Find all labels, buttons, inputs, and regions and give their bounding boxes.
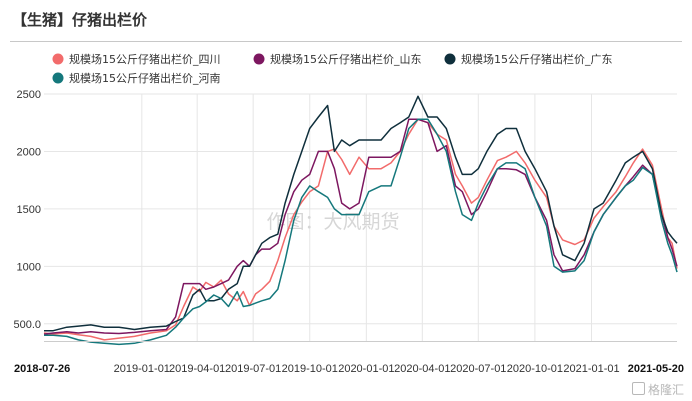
series-line-2 <box>43 118 678 335</box>
chart-title: 【生猪】仔猪出栏价 <box>12 11 148 29</box>
grid-lines <box>44 93 677 341</box>
watermark: 作图：大风期货 <box>266 211 399 233</box>
x-tick-label: 2020-01-01 <box>338 363 394 375</box>
legend-marker-4 <box>52 72 64 84</box>
series-lines <box>43 95 678 346</box>
x-tick-label: 2018-07-26 <box>14 363 70 375</box>
x-tick-label: 2020-10-01 <box>507 363 563 375</box>
legend-label-1: 规模场15公斤仔猪出栏价_四川 <box>69 52 221 66</box>
y-tick-label: 500.0 <box>13 319 41 331</box>
legend: 规模场15公斤仔猪出栏价_四川 规模场15公斤仔猪出栏价_山东 规模场15公斤仔猪出… <box>52 52 613 85</box>
brand-logo: 格隆汇 <box>631 381 684 398</box>
series-line-1 <box>43 118 678 341</box>
x-tick-label: 2019-10-01 <box>282 363 338 375</box>
x-tick-label: 2021-01-01 <box>563 363 619 375</box>
x-tick-label: 2020-04-01 <box>394 363 450 375</box>
series-line-4 <box>44 118 678 346</box>
series-line-3 <box>44 95 678 332</box>
title-divider <box>10 41 682 42</box>
legend-label-4: 规模场15公斤仔猪出栏价_河南 <box>69 71 221 85</box>
x-tick-label: 2019-01-01 <box>114 363 170 375</box>
legend-marker-1 <box>52 53 64 65</box>
axes: 500.0 1000 1500 2000 2500 2018-07-26 2019-01-0… <box>13 89 684 375</box>
x-tick-label: 2021-05-20 <box>628 363 684 375</box>
x-tick-label: 2019-04-01 <box>169 363 225 375</box>
legend-marker-3 <box>444 53 456 65</box>
y-tick-label: 1000 <box>17 261 41 273</box>
x-tick-label: 2020-07-01 <box>450 363 506 375</box>
legend-marker-2 <box>253 53 265 65</box>
legend-label-2: 规模场15公斤仔猪出栏价_山东 <box>270 52 422 66</box>
logo-icon <box>631 382 645 395</box>
x-tick-label: 2019-07-01 <box>225 363 281 375</box>
y-tick-label: 1500 <box>17 204 41 216</box>
logo-text: 格隆汇 <box>647 383 684 397</box>
watermark-text: 作图：大风期货 <box>266 211 399 233</box>
y-tick-label: 2500 <box>17 89 41 101</box>
legend-label-3: 规模场15公斤仔猪出栏价_广东 <box>461 52 613 66</box>
y-tick-label: 2000 <box>17 146 41 158</box>
